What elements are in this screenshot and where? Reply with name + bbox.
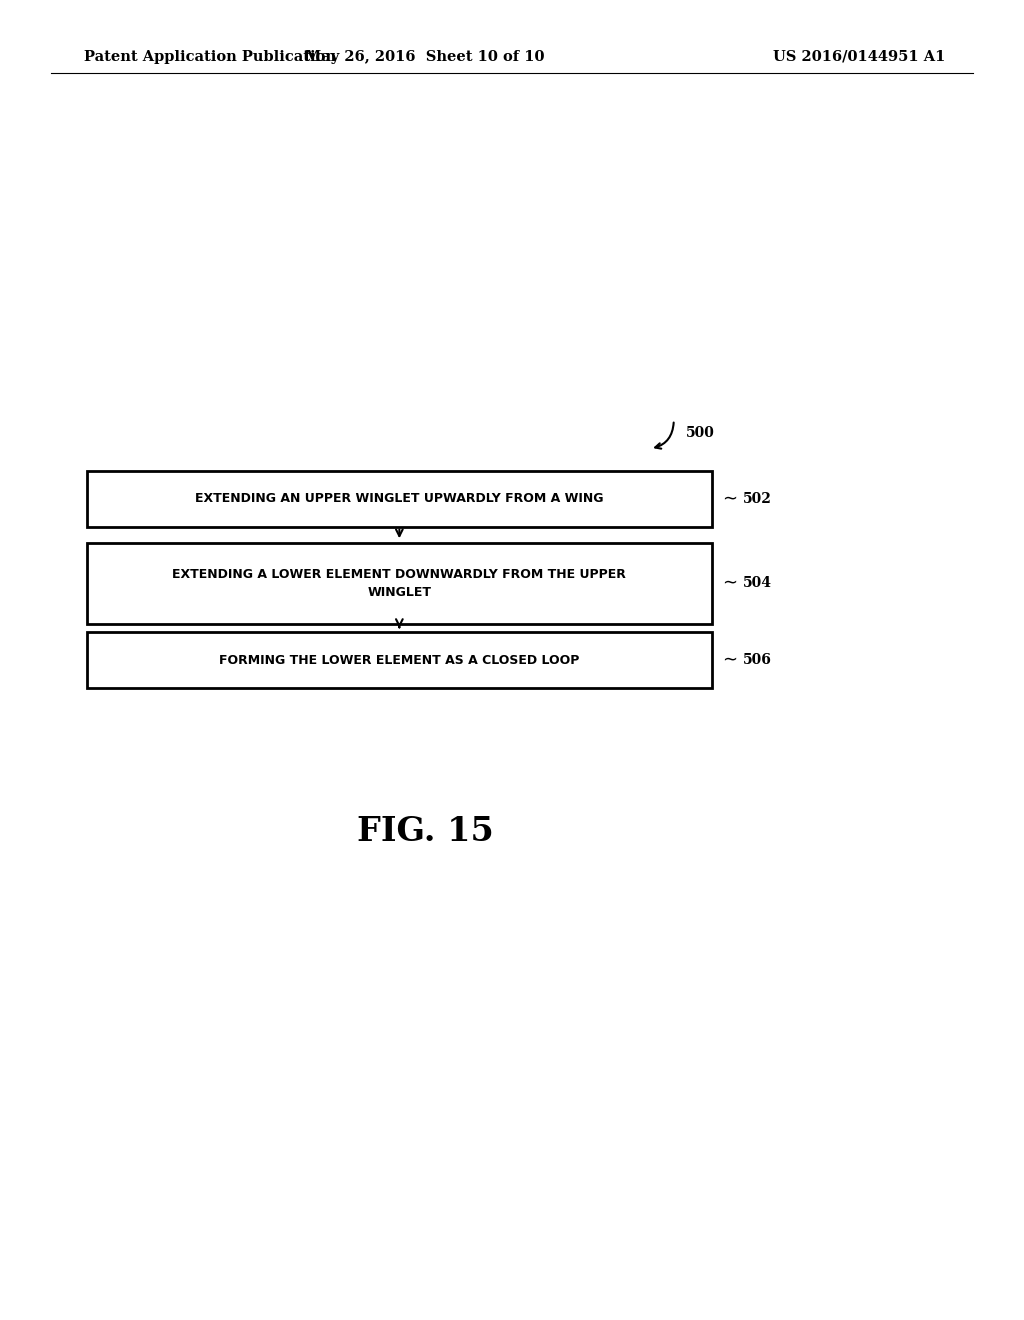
Text: 504: 504 — [742, 577, 771, 590]
Text: May 26, 2016  Sheet 10 of 10: May 26, 2016 Sheet 10 of 10 — [305, 50, 545, 63]
Bar — [87, 471, 712, 527]
Text: EXTENDING AN UPPER WINGLET UPWARDLY FROM A WING: EXTENDING AN UPPER WINGLET UPWARDLY FROM… — [196, 492, 603, 506]
Text: FORMING THE LOWER ELEMENT AS A CLOSED LOOP: FORMING THE LOWER ELEMENT AS A CLOSED LO… — [219, 653, 580, 667]
Text: 502: 502 — [742, 492, 771, 506]
Text: Patent Application Publication: Patent Application Publication — [84, 50, 336, 63]
Text: ∼: ∼ — [722, 651, 737, 669]
Text: FIG. 15: FIG. 15 — [356, 814, 494, 849]
Text: US 2016/0144951 A1: US 2016/0144951 A1 — [773, 50, 945, 63]
Text: ∼: ∼ — [722, 490, 737, 508]
Text: EXTENDING A LOWER ELEMENT DOWNWARDLY FROM THE UPPER
WINGLET: EXTENDING A LOWER ELEMENT DOWNWARDLY FRO… — [172, 568, 627, 599]
Bar — [87, 632, 712, 688]
Text: 506: 506 — [742, 653, 771, 667]
Bar — [87, 543, 712, 624]
Text: 500: 500 — [686, 426, 715, 440]
Text: ∼: ∼ — [722, 574, 737, 593]
